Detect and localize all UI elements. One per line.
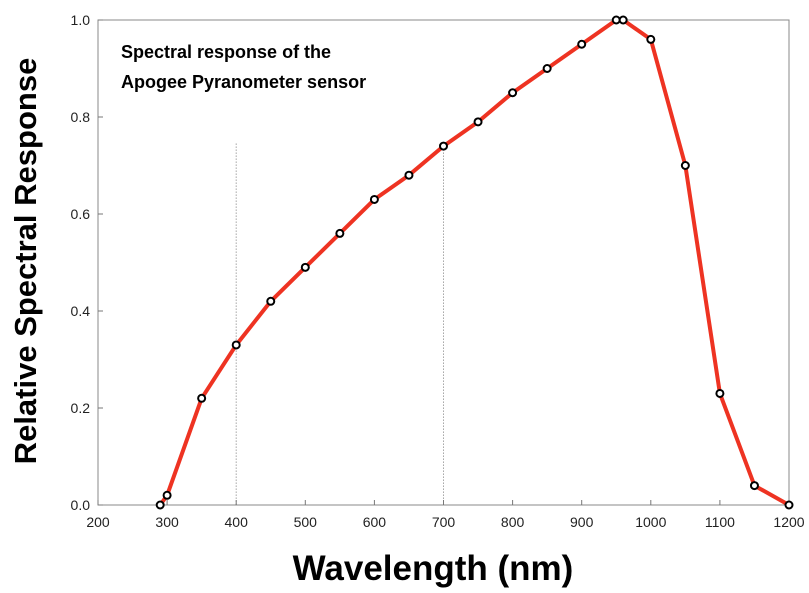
x-tick-label: 900 [570,514,594,530]
y-tick-label: 0.4 [71,303,91,319]
x-tick-label: 200 [86,514,110,530]
series-layer [155,15,794,510]
data-point [508,88,518,98]
data-point [197,393,207,403]
response-curve-line [158,18,791,507]
data-point [646,34,656,44]
y-tick-label: 0.0 [71,497,91,513]
data-point [749,481,759,491]
data-point [542,64,552,73]
y-tick-label: 0.2 [71,400,91,416]
x-tick-label: 1100 [705,514,735,530]
data-point [680,161,690,170]
x-tick-label: 1000 [635,514,666,530]
data-point [618,15,628,25]
data-point [162,490,172,500]
x-tick-label: 800 [501,514,525,530]
y-tick-label: 0.6 [71,206,91,222]
data-point [369,194,379,204]
y-axis-ticks: 0.0 0.2 0.4 0.6 0.8 1.0 [71,12,103,513]
y-tick-label: 1.0 [71,12,91,28]
data-point [439,141,448,151]
y-axis-label: Relative Spectral Response [8,58,43,465]
data-point [577,39,587,49]
data-point [155,500,165,510]
data-point [473,117,483,127]
x-tick-label: 400 [225,514,249,530]
reference-lines [235,143,444,505]
x-tick-label: 300 [155,514,179,530]
data-point [231,340,241,350]
chart-title-line-2: Apogee Pyranometer sensor [121,72,366,92]
y-tick-label: 0.8 [71,109,91,125]
data-point [266,296,276,306]
data-point [404,170,414,180]
data-point [784,500,794,510]
x-axis-ticks: 200 300 400 500 600 700 800 900 1000 1100 1200 [86,500,805,530]
x-axis-label: Wavelength (nm) [293,549,574,588]
x-tick-label: 500 [294,514,318,530]
x-tick-label: 600 [363,514,387,530]
x-tick-label: 1200 [773,514,804,530]
data-point [335,228,345,238]
x-tick-label: 700 [432,514,456,530]
data-point [300,262,310,272]
chart-title-line-1: Spectral response of the [121,42,331,62]
data-point [715,388,725,398]
